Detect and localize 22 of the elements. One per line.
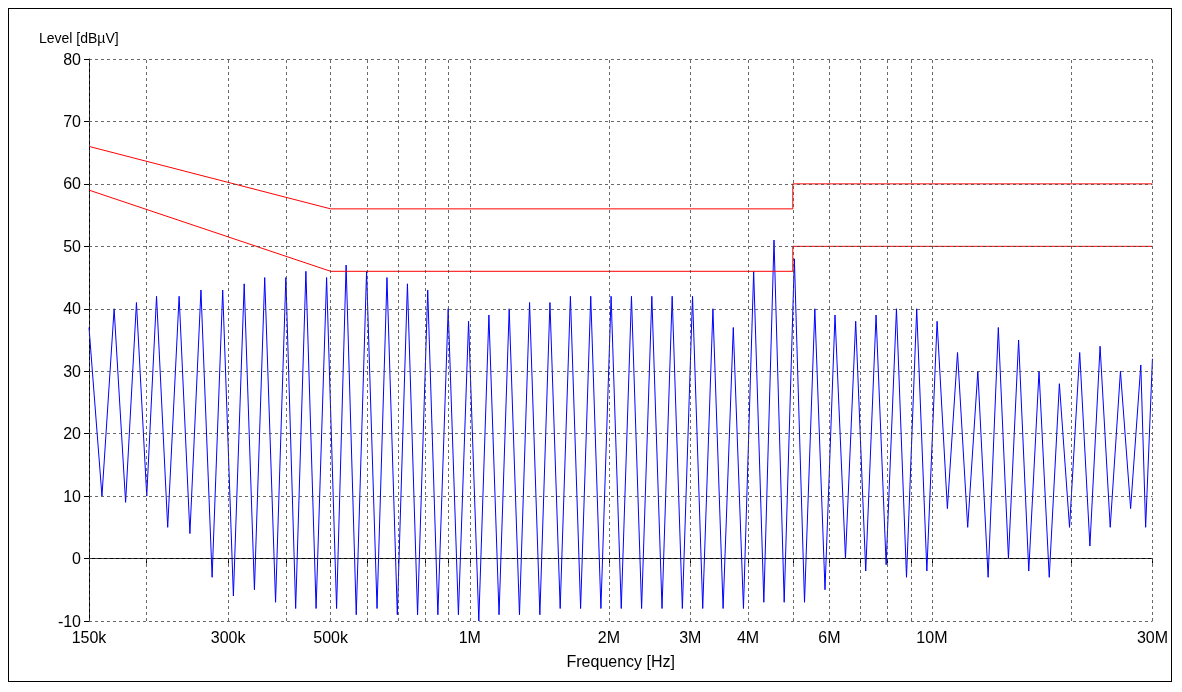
y-tick-label: 60	[63, 175, 82, 193]
y-tick-label: 50	[63, 237, 82, 255]
y-tick-label: 20	[63, 425, 82, 443]
x-tick-label: 300k	[210, 628, 247, 646]
y-tick-label: 40	[63, 300, 82, 318]
y-tick-label: -10	[57, 612, 82, 630]
x-tick-label: 150k	[71, 628, 108, 646]
x-tick-label: 1M	[458, 628, 481, 646]
x-axis-title: Frequency [Hz]	[566, 652, 675, 670]
y-tick-label: 70	[63, 112, 82, 130]
x-tick-label: 10M	[916, 628, 948, 646]
x-tick-label: 30M	[1136, 628, 1168, 646]
x-tick-label: 500k	[313, 628, 349, 646]
y-tick-label: 80	[63, 50, 82, 68]
y-axis-title: Level [dBµV]	[39, 30, 119, 46]
x-tick-label: 3M	[679, 628, 702, 646]
x-tick-label: 6M	[818, 628, 841, 646]
x-tick-label: 4M	[736, 628, 760, 646]
y-tick-label: 30	[63, 362, 82, 380]
x-tick-label: 2M	[597, 628, 621, 646]
y-tick-label: 0	[72, 550, 82, 568]
y-tick-label: 10	[63, 487, 82, 505]
